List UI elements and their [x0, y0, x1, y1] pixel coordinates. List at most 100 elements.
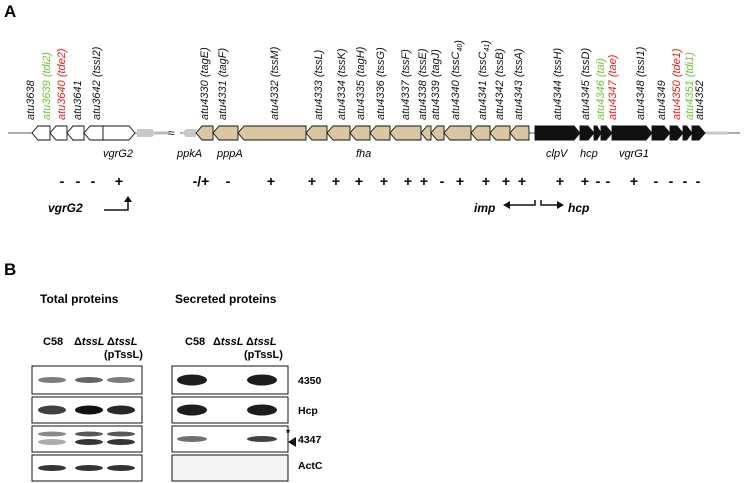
- gene-label-g27: atu4351 (tdi1): [684, 52, 696, 120]
- band-total-4347-upper: [38, 431, 66, 437]
- gene-arrow-g1: [31, 125, 51, 141]
- band-total-actc: [107, 465, 135, 471]
- band-total-actc: [75, 465, 103, 471]
- gene-arrow-g22: [593, 125, 602, 141]
- gene-arrow-g2: [49, 125, 68, 141]
- band-total-4347-lower: [107, 439, 135, 445]
- svg-text:imp: imp: [474, 201, 495, 215]
- operon-vgrG2: vgrG2: [48, 196, 132, 215]
- gene-arrow-g25: [651, 125, 671, 141]
- gene-arrow-g26: [669, 125, 684, 141]
- sign-g11: +: [355, 173, 363, 189]
- panel-a-label: A: [4, 2, 16, 21]
- label-clpV: clpV: [546, 148, 569, 160]
- sign-g2: -: [76, 173, 81, 189]
- gene-label-g28: atu4352: [694, 80, 706, 120]
- arrowhead-marker: [288, 437, 296, 447]
- gene-label-g23: atu4347 (tae): [607, 54, 619, 120]
- gene-label-g11: atu4335 (tagH): [355, 46, 367, 120]
- gene-label-g15: atu4339 (tagJ): [430, 49, 442, 120]
- gene-arrow-g10: [326, 125, 351, 141]
- lane-labels-total: C58 ΔtssL ΔtssL (pTssL): [43, 336, 143, 361]
- gene-arrow-g13: [389, 125, 422, 141]
- gene-arrow-g27: [682, 125, 693, 141]
- gene-label-g5: atu3642 (tssI2): [91, 46, 103, 120]
- gene-signs: - - - + -/+ - + + + + + + + - + + + + + + - - + - - - -: [60, 173, 701, 189]
- lane-sec-c58: C58: [185, 336, 205, 348]
- lane-sec-dtssL-ptssL: ΔtssL: [246, 336, 277, 348]
- sign-g3: -: [91, 173, 96, 189]
- gene-label-g26: atu4350 (tde1): [671, 48, 683, 120]
- gene-label-g2: atu3639 (tdi2): [41, 52, 53, 120]
- sign-g16: +: [456, 173, 464, 189]
- blots-secreted: [171, 365, 289, 482]
- gene-label-g16: atu4340 (tssC40): [450, 40, 465, 120]
- sign-g23: -: [606, 173, 611, 189]
- svg-text:vgrG2: vgrG2: [48, 201, 83, 215]
- gene-label-g4: atu3641: [72, 80, 84, 120]
- svg-text:hcp: hcp: [568, 201, 589, 215]
- lane-total-dtssL-ptssL: ΔtssL: [107, 336, 138, 348]
- gene-arrow-g28: [691, 125, 706, 141]
- gene-labels: atu3638 atu3639 (tdi2)atu3640 (tde2) atu36…: [25, 40, 706, 120]
- lane-total-c58: C58: [43, 336, 63, 348]
- band-total-hcp: [38, 405, 66, 415]
- band-total-hcp: [75, 405, 103, 415]
- label-vgrG1: vgrG1: [619, 148, 649, 160]
- lane-sec-ptssL: (pTssL): [244, 349, 283, 361]
- sign-g21: +: [581, 173, 589, 189]
- gene-label-g17: atu4341 (tssC41): [477, 40, 492, 120]
- gene-arrow-g7: [212, 125, 239, 141]
- gene-arrow-g5: [102, 125, 136, 141]
- gene-arrow-g20: [534, 125, 581, 141]
- gene-arrow-g21: [579, 125, 595, 141]
- sign-g24: +: [630, 173, 638, 189]
- label-ppkA: ppkA: [176, 148, 202, 160]
- gene-arrow-g9: [305, 125, 328, 141]
- gene-label-g18: atu4342 (tssB): [494, 48, 506, 120]
- gene-label-g8: atu4332 (tssM): [269, 46, 281, 120]
- sign-g25: -: [654, 173, 659, 189]
- band-total-hcp: [107, 405, 135, 415]
- sign-g12: +: [380, 173, 388, 189]
- operon-imp: imp: [474, 200, 536, 215]
- lane-sec-dtssL: ΔtssL: [213, 336, 244, 348]
- gene-arrow-g8: [237, 125, 307, 141]
- band-total-4347-upper: [107, 431, 135, 437]
- gene-arrow-g18: [489, 125, 511, 141]
- band-total-4347-lower: [38, 439, 66, 445]
- gene-label-g9: atu4333 (tssL): [313, 49, 325, 120]
- panel-b-label: B: [4, 260, 16, 279]
- total-proteins-header: Total proteins: [40, 292, 119, 306]
- sign-g26: -: [669, 173, 674, 189]
- band-secreted-hcp: [247, 404, 277, 416]
- lane-labels-secreted: C58 ΔtssL ΔtssL (pTssL): [185, 336, 283, 361]
- svg-text:≈: ≈: [168, 126, 175, 140]
- gene-label-g20: atu4344 (tssH): [552, 48, 564, 120]
- gene-label-g14: atu4338 (tssE): [417, 48, 429, 120]
- label-vgrG2: vgrG2: [103, 148, 133, 160]
- sign-g18: +: [502, 173, 510, 189]
- sign-g27: -: [683, 173, 688, 189]
- gene-label-g3: atu3640 (tde2): [56, 48, 68, 120]
- label-pppA: pppA: [216, 148, 243, 160]
- blots-total: [31, 365, 143, 482]
- band-secreted-hcp: [177, 404, 207, 416]
- gene-label-g22: atu4346 (tai): [595, 58, 607, 120]
- gene-arrow-g11: [349, 125, 371, 141]
- gene-arrow-g12: [369, 125, 391, 141]
- sign-g19: +: [518, 173, 526, 189]
- gene-label-g10: atu4334 (tssK): [336, 48, 348, 120]
- sign-g22: -: [596, 173, 601, 189]
- secreted-blot-actc: [171, 454, 289, 482]
- total-blot-4347: [31, 425, 143, 453]
- sign-g7: -: [226, 173, 231, 189]
- band-secreted-4350: [177, 374, 207, 386]
- label-fha: fha: [356, 148, 371, 160]
- band-total-4350: [38, 377, 66, 383]
- gene-label-g1: atu3638: [25, 79, 37, 120]
- operon-hcp: hcp: [540, 200, 589, 215]
- gene-arrow-g6: [195, 125, 214, 141]
- gene-arrow-g24: [611, 125, 653, 141]
